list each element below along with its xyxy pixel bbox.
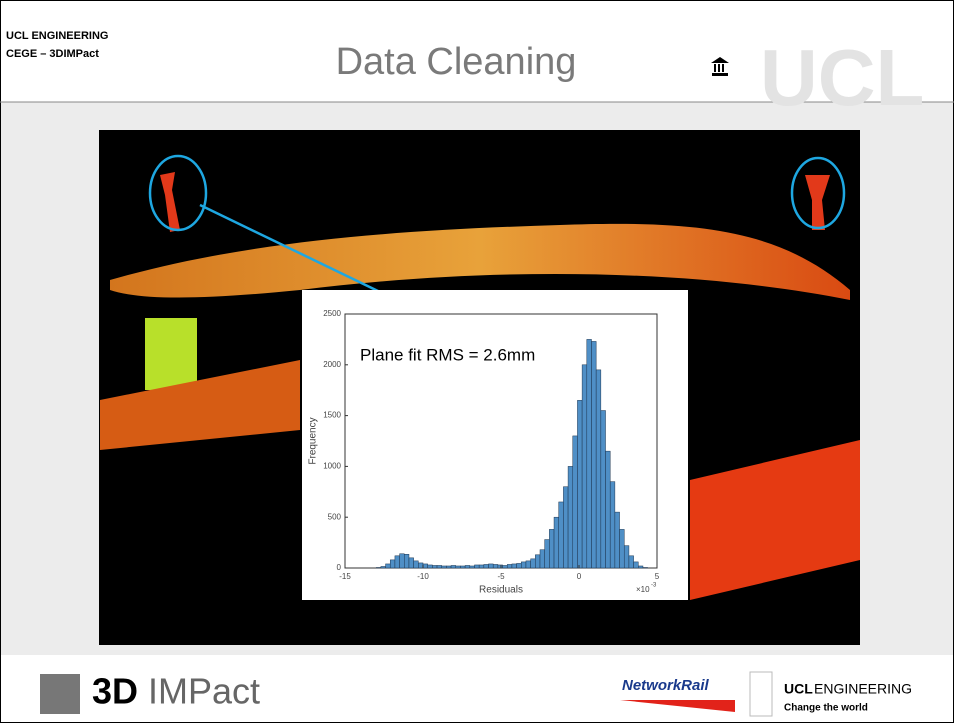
bar: [493, 564, 498, 568]
bar: [526, 561, 531, 568]
bar: [442, 566, 447, 568]
bar: [381, 566, 386, 568]
logo-impact: IMPact: [148, 671, 260, 712]
bar: [376, 567, 381, 568]
bar: [390, 560, 395, 568]
bar: [437, 565, 442, 568]
dept: CEGE – 3DIMPact: [6, 48, 99, 60]
bar: [418, 563, 423, 568]
y-tick-label: 0: [337, 563, 342, 572]
bar: [428, 565, 433, 568]
annotation: Plane fit RMS = 2.6mm: [360, 345, 535, 364]
cube-logo: [40, 674, 80, 714]
network-rail: NetworkRail: [622, 677, 710, 694]
bar: [465, 565, 470, 568]
bar: [484, 564, 489, 568]
bar: [460, 566, 465, 568]
bar: [400, 554, 405, 568]
bar: [395, 556, 400, 568]
x-multiplier: ×10: [636, 585, 650, 594]
bar: [577, 400, 582, 568]
bar: [446, 566, 451, 568]
bar: [507, 564, 512, 568]
bar: [489, 564, 494, 568]
slide-title: Data Cleaning: [336, 41, 577, 83]
bar: [587, 339, 592, 568]
y-tick-label: 1500: [323, 411, 341, 420]
bar: [563, 487, 568, 568]
y-tick-label: 2500: [323, 309, 341, 318]
bar: [620, 529, 625, 568]
bar: [638, 566, 643, 568]
cloud-post: [145, 318, 197, 390]
bar: [503, 565, 508, 568]
bar: [386, 564, 391, 568]
x-tick-label: -10: [417, 572, 429, 581]
x-label: Residuals: [479, 585, 523, 596]
slide: UCL ENGINEERING CEGE – 3DIMPact Data Cle…: [0, 0, 954, 723]
bar: [643, 567, 648, 568]
engineering-footer: ENGINEERING: [814, 681, 912, 697]
bar: [451, 565, 456, 568]
bar: [573, 436, 578, 568]
bar: [610, 482, 615, 568]
y-tick-label: 2000: [323, 360, 341, 369]
bar: [423, 564, 428, 568]
bar: [554, 517, 559, 568]
bar: [540, 550, 545, 568]
chart-panel: [302, 290, 688, 600]
ucl-logo: UCL: [760, 33, 924, 122]
x-exponent: -3: [651, 583, 657, 589]
bar: [521, 562, 526, 568]
bar: [512, 564, 517, 568]
x-tick-label: -15: [339, 572, 351, 581]
bar: [615, 512, 620, 568]
bar: [559, 502, 564, 568]
bar: [634, 562, 639, 568]
x-tick-label: -5: [497, 572, 505, 581]
ucl-footer: UCL: [784, 681, 813, 697]
bar: [545, 540, 550, 568]
x-tick-label: 5: [655, 572, 660, 581]
y-tick-label: 500: [328, 512, 342, 521]
bar: [470, 566, 475, 568]
bar: [601, 411, 606, 568]
bar: [479, 565, 484, 568]
bar: [596, 370, 601, 568]
bar: [606, 451, 611, 568]
bar: [404, 554, 409, 568]
bar: [432, 565, 437, 568]
bar: [474, 565, 479, 568]
bar: [582, 365, 587, 568]
bar: [591, 341, 596, 568]
bar: [517, 563, 522, 568]
y-label: Frequency: [308, 417, 319, 464]
logo-3d: 3D: [92, 671, 138, 712]
bar: [549, 529, 554, 568]
bar: [624, 546, 629, 568]
bar: [456, 566, 461, 568]
bar: [409, 558, 414, 568]
tagline: Change the world: [784, 703, 868, 714]
bar: [531, 559, 536, 568]
bar: [414, 561, 419, 568]
x-tick-label: 0: [577, 572, 582, 581]
y-tick-label: 1000: [323, 462, 341, 471]
bar: [498, 565, 503, 568]
bar: [629, 556, 634, 568]
org: UCL ENGINEERING: [6, 30, 108, 42]
bar: [568, 466, 573, 568]
bar: [535, 555, 540, 568]
